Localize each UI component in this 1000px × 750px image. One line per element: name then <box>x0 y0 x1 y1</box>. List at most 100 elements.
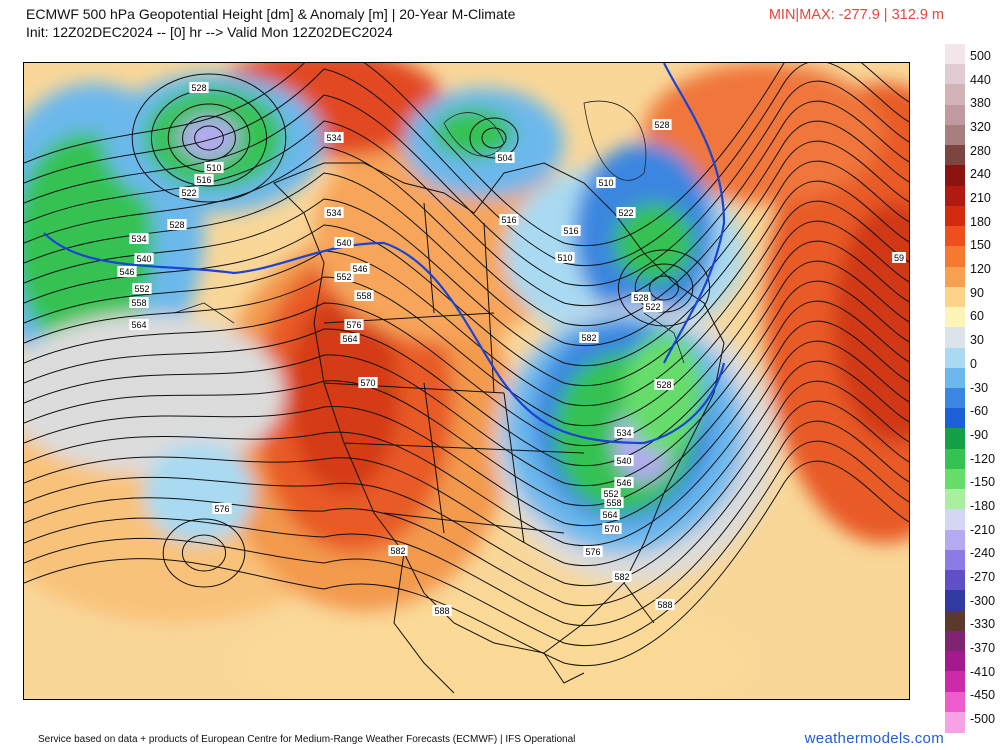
legend-label: -120 <box>970 451 996 466</box>
svg-text:528: 528 <box>191 83 206 93</box>
legend-label: 90 <box>970 285 984 300</box>
svg-text:576: 576 <box>214 504 229 514</box>
legend-swatch <box>945 489 965 510</box>
svg-text:558: 558 <box>606 498 621 508</box>
contour-label: 522 <box>616 207 636 218</box>
svg-text:510: 510 <box>598 178 613 188</box>
contour-label: 564 <box>600 509 620 520</box>
svg-text:516: 516 <box>563 226 578 236</box>
legend-label: 440 <box>970 72 991 87</box>
legend-label: 380 <box>970 96 991 111</box>
contour-label: 510 <box>204 162 224 173</box>
contour-label: 528 <box>167 219 187 230</box>
contour-label: 516 <box>561 225 581 236</box>
svg-text:546: 546 <box>352 264 367 274</box>
legend-swatch <box>945 205 965 227</box>
legend-label: -500 <box>970 712 996 726</box>
legend-swatch <box>945 468 965 490</box>
contour-label: 522 <box>643 301 663 312</box>
legend-swatch <box>945 711 965 733</box>
title-line-2: Init: 12Z02DEC2024 -- [0] hr --> Valid M… <box>26 24 393 40</box>
legend-swatch <box>945 509 965 531</box>
svg-text:516: 516 <box>501 215 516 225</box>
legend-swatch <box>945 64 965 86</box>
height-contour <box>24 260 909 466</box>
legend-swatch <box>945 246 965 268</box>
legend-label: 320 <box>970 120 991 135</box>
legend-label: 240 <box>970 167 991 182</box>
closed-low-contour <box>649 275 679 301</box>
svg-text:576: 576 <box>585 547 600 557</box>
closed-low-contour <box>634 263 694 313</box>
contour-label: 516 <box>194 174 214 185</box>
height-contour <box>24 360 909 566</box>
svg-text:564: 564 <box>342 334 357 344</box>
svg-text:522: 522 <box>645 302 660 312</box>
closed-low-contour <box>162 518 246 588</box>
contour-label: 558 <box>604 497 624 508</box>
legend-label: 150 <box>970 238 991 253</box>
legend-label: -330 <box>970 617 996 632</box>
legend-label: 210 <box>970 191 991 206</box>
closed-low-contour <box>150 89 268 187</box>
contour-label: 570 <box>358 377 378 388</box>
legend-label: 30 <box>970 333 984 348</box>
closed-low-contour <box>182 115 236 161</box>
svg-text:540: 540 <box>136 254 151 264</box>
legend-label: 500 <box>970 49 991 63</box>
svg-text:510: 510 <box>557 253 572 263</box>
legend-swatch <box>945 529 965 551</box>
closed-low-contour <box>181 534 227 572</box>
height-contour <box>24 200 909 406</box>
legend-swatch <box>945 651 965 672</box>
svg-text:546: 546 <box>119 267 134 277</box>
legend-label: -150 <box>970 475 996 490</box>
legend-swatch <box>945 347 965 369</box>
legend-label: -270 <box>970 569 996 584</box>
legend-swatch <box>945 266 965 288</box>
contour-label: 558 <box>354 290 374 301</box>
contour-label: 588 <box>432 605 452 616</box>
contour-label: 552 <box>334 271 354 282</box>
height-contour <box>24 420 909 626</box>
svg-text:528: 528 <box>169 220 184 230</box>
closed-low-contour <box>617 249 711 327</box>
svg-text:588: 588 <box>657 600 672 610</box>
legend-label: -90 <box>970 427 989 442</box>
svg-text:546: 546 <box>616 478 631 488</box>
svg-text:540: 540 <box>616 456 631 466</box>
brand-link[interactable]: weathermodels.com <box>804 730 944 747</box>
contour-label: 528 <box>189 82 209 93</box>
contour-label: 510 <box>596 177 616 188</box>
height-contour <box>24 340 909 546</box>
legend-label: -210 <box>970 522 996 537</box>
contour-label: 576 <box>344 319 364 330</box>
legend-swatch <box>945 84 965 106</box>
height-contour <box>24 220 909 426</box>
contour-label: 588 <box>655 599 675 610</box>
contour-label: 564 <box>129 319 149 330</box>
legend-swatch <box>945 671 965 693</box>
svg-text:516: 516 <box>196 175 211 185</box>
height-contour <box>24 100 909 306</box>
legend-label: 0 <box>970 356 977 371</box>
anomaly-color-bar-icon <box>945 44 965 733</box>
legend-swatch <box>945 610 965 632</box>
svg-text:552: 552 <box>603 489 618 499</box>
legend-swatch <box>945 570 965 591</box>
legend-swatch <box>945 104 965 126</box>
legend-swatch <box>945 428 965 450</box>
contour-label: 540 <box>134 253 154 264</box>
contour-label: 528 <box>631 292 651 303</box>
legend-swatch <box>945 408 965 430</box>
contour-label: 534 <box>129 233 149 244</box>
footer-credit: Service based on data + products of Euro… <box>38 734 576 745</box>
contour-label: 582 <box>388 545 408 556</box>
height-contour <box>24 63 909 246</box>
legend-swatch <box>945 226 965 247</box>
svg-text:558: 558 <box>131 298 146 308</box>
anomaly-map: 528 534 510 516 522 528 534 540 546 552 558 564 504 5… <box>23 62 910 700</box>
contour-label: 570 <box>602 523 622 534</box>
legend-swatch <box>945 327 965 349</box>
legend-label: -240 <box>970 546 996 561</box>
